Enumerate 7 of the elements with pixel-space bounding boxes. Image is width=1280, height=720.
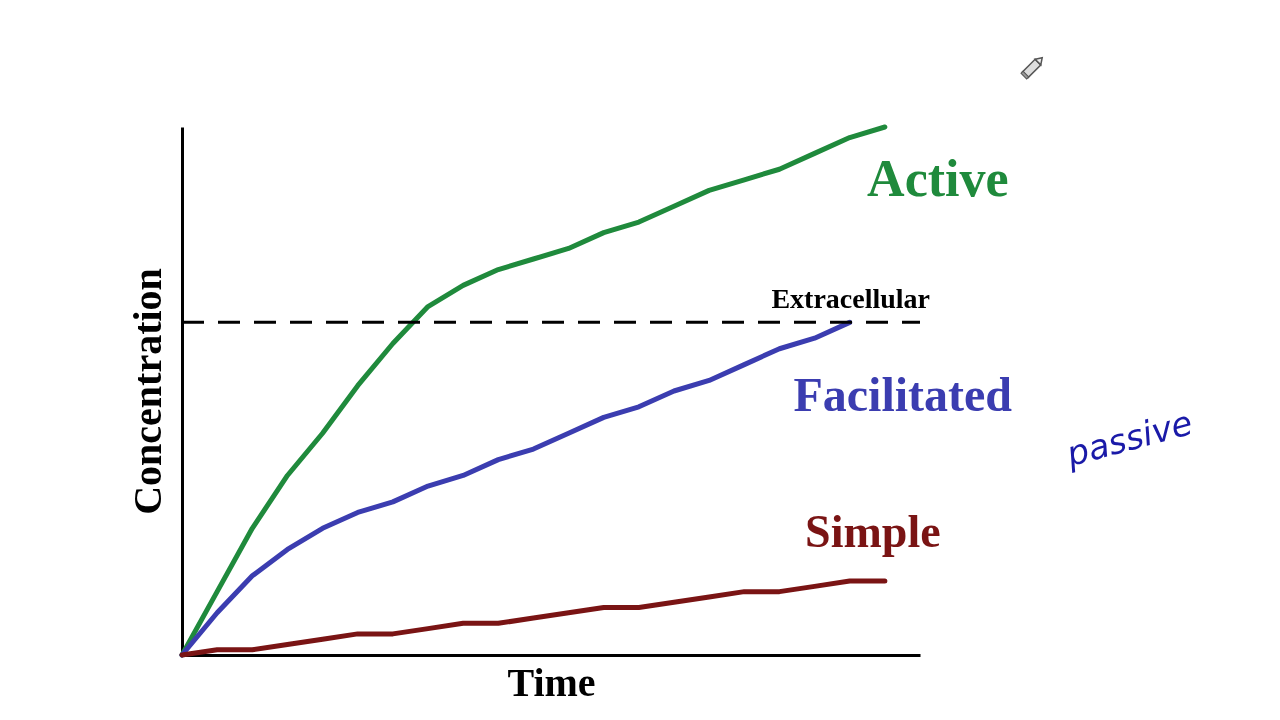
series-label: Active	[867, 150, 1009, 207]
text: passive	[1061, 402, 1197, 475]
ref-line-label: Extracellular	[771, 283, 930, 315]
x-axis-title: Time	[507, 659, 596, 705]
y-axis-title: Concentration	[124, 268, 170, 515]
series-label: Facilitated	[793, 368, 1013, 422]
series-label: Simple	[805, 506, 941, 558]
